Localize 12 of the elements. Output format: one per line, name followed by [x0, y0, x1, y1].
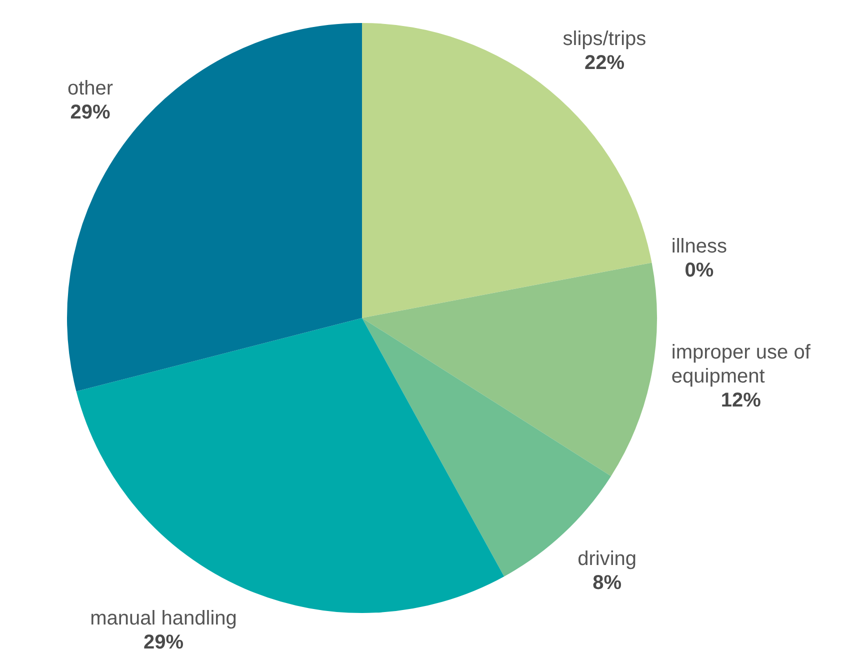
category-label: illness — [671, 235, 727, 258]
slice-label: slips/trips — [562, 28, 646, 50]
slice-label: improper use of equipment — [671, 342, 811, 388]
slice-label: driving — [578, 548, 637, 570]
slice-label: manual handling — [90, 608, 237, 630]
data-label: 8% — [592, 572, 622, 594]
data-label: 29% — [70, 101, 111, 124]
text: 0% — [684, 259, 714, 282]
data-label: 29% — [143, 632, 184, 654]
data-label: 12% — [720, 390, 762, 412]
slice-label: other — [68, 77, 114, 100]
data-label: 22% — [584, 52, 625, 74]
